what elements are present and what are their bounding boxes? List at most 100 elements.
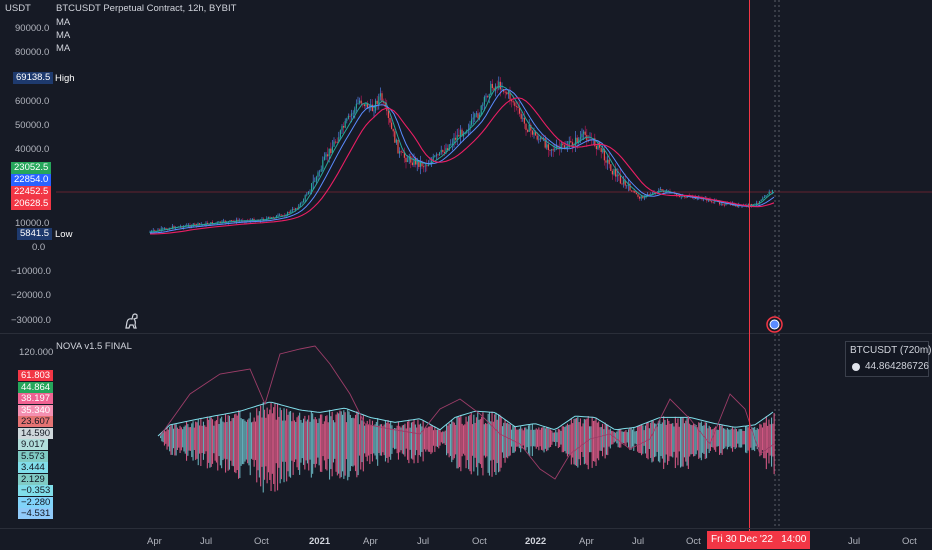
candle-body	[709, 199, 711, 202]
oscillator-bar	[499, 414, 501, 472]
candle-body	[650, 194, 652, 195]
candle-body	[173, 226, 175, 229]
candle-body	[530, 124, 532, 131]
oscillator-bar	[379, 424, 381, 456]
candle-body	[479, 114, 481, 119]
oscillator-bar	[280, 410, 282, 480]
ma-legend-2[interactable]: MA	[56, 30, 71, 41]
candle-body	[440, 149, 442, 153]
candle-body	[301, 202, 303, 204]
indicator-title[interactable]: NOVA v1.5 FINAL	[56, 341, 132, 352]
oscillator-bar	[225, 414, 227, 473]
candle-body	[483, 96, 485, 105]
oscillator-bar	[501, 426, 503, 453]
candle-body	[759, 200, 761, 204]
oscillator-bar	[179, 425, 181, 454]
oscillator-bar	[735, 429, 737, 448]
oscillator-bar	[691, 425, 693, 455]
low-label: Low	[55, 229, 73, 240]
oscillator-bar	[230, 421, 232, 461]
candle-body	[226, 222, 228, 224]
candle-body	[611, 170, 613, 175]
oscillator-bar	[332, 420, 334, 463]
ma-legend-3[interactable]: MA	[56, 43, 71, 54]
oscillator-bar	[325, 416, 327, 470]
time-tick: Jul	[632, 536, 645, 547]
candle-body	[400, 151, 402, 153]
tooltip-value: 44.864286726	[865, 361, 929, 372]
price-tick: 80000.0	[15, 47, 50, 58]
pane-divider[interactable]	[0, 333, 932, 334]
candle-body	[491, 83, 493, 88]
candle-body	[330, 148, 332, 154]
oscillator-bar	[426, 427, 428, 450]
time-tick: Apr	[363, 536, 378, 547]
candle-body	[216, 221, 218, 223]
oscillator-bar	[524, 427, 526, 451]
price-chart[interactable]	[0, 0, 932, 333]
oscillator-bar	[763, 422, 765, 459]
oscillator-bar	[670, 423, 672, 457]
oscillator-bar	[399, 426, 401, 453]
oscillator-bar	[599, 427, 601, 451]
oscillator-bar	[702, 425, 704, 453]
oscillator-bar	[286, 408, 288, 482]
time-tick: Apr	[147, 536, 162, 547]
candle-body	[437, 154, 439, 156]
candle-body	[461, 129, 463, 137]
oscillator-bar	[587, 416, 589, 470]
symbol-title[interactable]: BTCUSDT Perpetual Contract, 12h, BYBIT	[56, 3, 237, 14]
oscillator-bar	[340, 411, 342, 478]
oscillator-bar	[418, 424, 420, 456]
oscillator-bar	[417, 419, 419, 463]
candle-body	[570, 141, 572, 143]
candle-body	[290, 210, 292, 213]
alert-target-icon[interactable]	[766, 316, 783, 333]
oscillator-bar	[652, 420, 654, 462]
price-tick: 60000.0	[15, 96, 50, 107]
candle-body	[298, 205, 300, 209]
candle-body	[469, 124, 471, 130]
oscillator-bar	[717, 429, 719, 447]
oscillator-bar	[303, 418, 305, 465]
oscillator-bar	[716, 429, 718, 447]
oscillator-bar	[612, 431, 614, 445]
candle-body	[339, 130, 341, 137]
oscillator-bar	[743, 430, 745, 445]
oscillator-bar	[240, 418, 242, 466]
time-tick: 2022	[525, 536, 547, 547]
oscillator-bar	[310, 411, 312, 478]
oscillator-bar	[421, 426, 423, 452]
candle-body	[634, 190, 636, 193]
candle-body	[280, 214, 282, 216]
oscillator-chart[interactable]	[0, 334, 932, 528]
oscillator-bar	[331, 411, 333, 477]
oscillator-bar	[436, 429, 438, 447]
candle-body	[762, 198, 764, 200]
candle-body	[512, 101, 514, 103]
oscillator-bar	[738, 429, 740, 448]
candle-body	[149, 231, 151, 233]
oscillator-bar	[284, 420, 286, 462]
oscillator-bar	[583, 419, 585, 465]
indicator-level-tag: 35.340	[18, 404, 54, 416]
oscillator-bar	[245, 421, 247, 460]
ma-legend-1[interactable]: MA	[56, 17, 71, 28]
oscillator-bar	[750, 428, 752, 448]
oscillator-bar	[269, 409, 271, 480]
oscillator-bar	[756, 428, 758, 450]
price-tag-ma-green: 23052.5	[11, 162, 52, 174]
oscillator-bar	[260, 405, 262, 487]
candle-body	[490, 83, 492, 95]
oscillator-bar	[208, 419, 210, 463]
oscillator-bar	[199, 425, 201, 454]
oscillator-bar	[539, 429, 541, 447]
candle-body	[384, 102, 386, 107]
candle-body	[768, 191, 770, 195]
oscillator-bar	[648, 428, 650, 449]
oscillator-bar	[563, 426, 565, 453]
candle-body	[712, 201, 714, 203]
oscillator-bar	[751, 427, 753, 451]
oscillator-bar	[548, 429, 550, 448]
oscillator-bar	[327, 422, 329, 459]
